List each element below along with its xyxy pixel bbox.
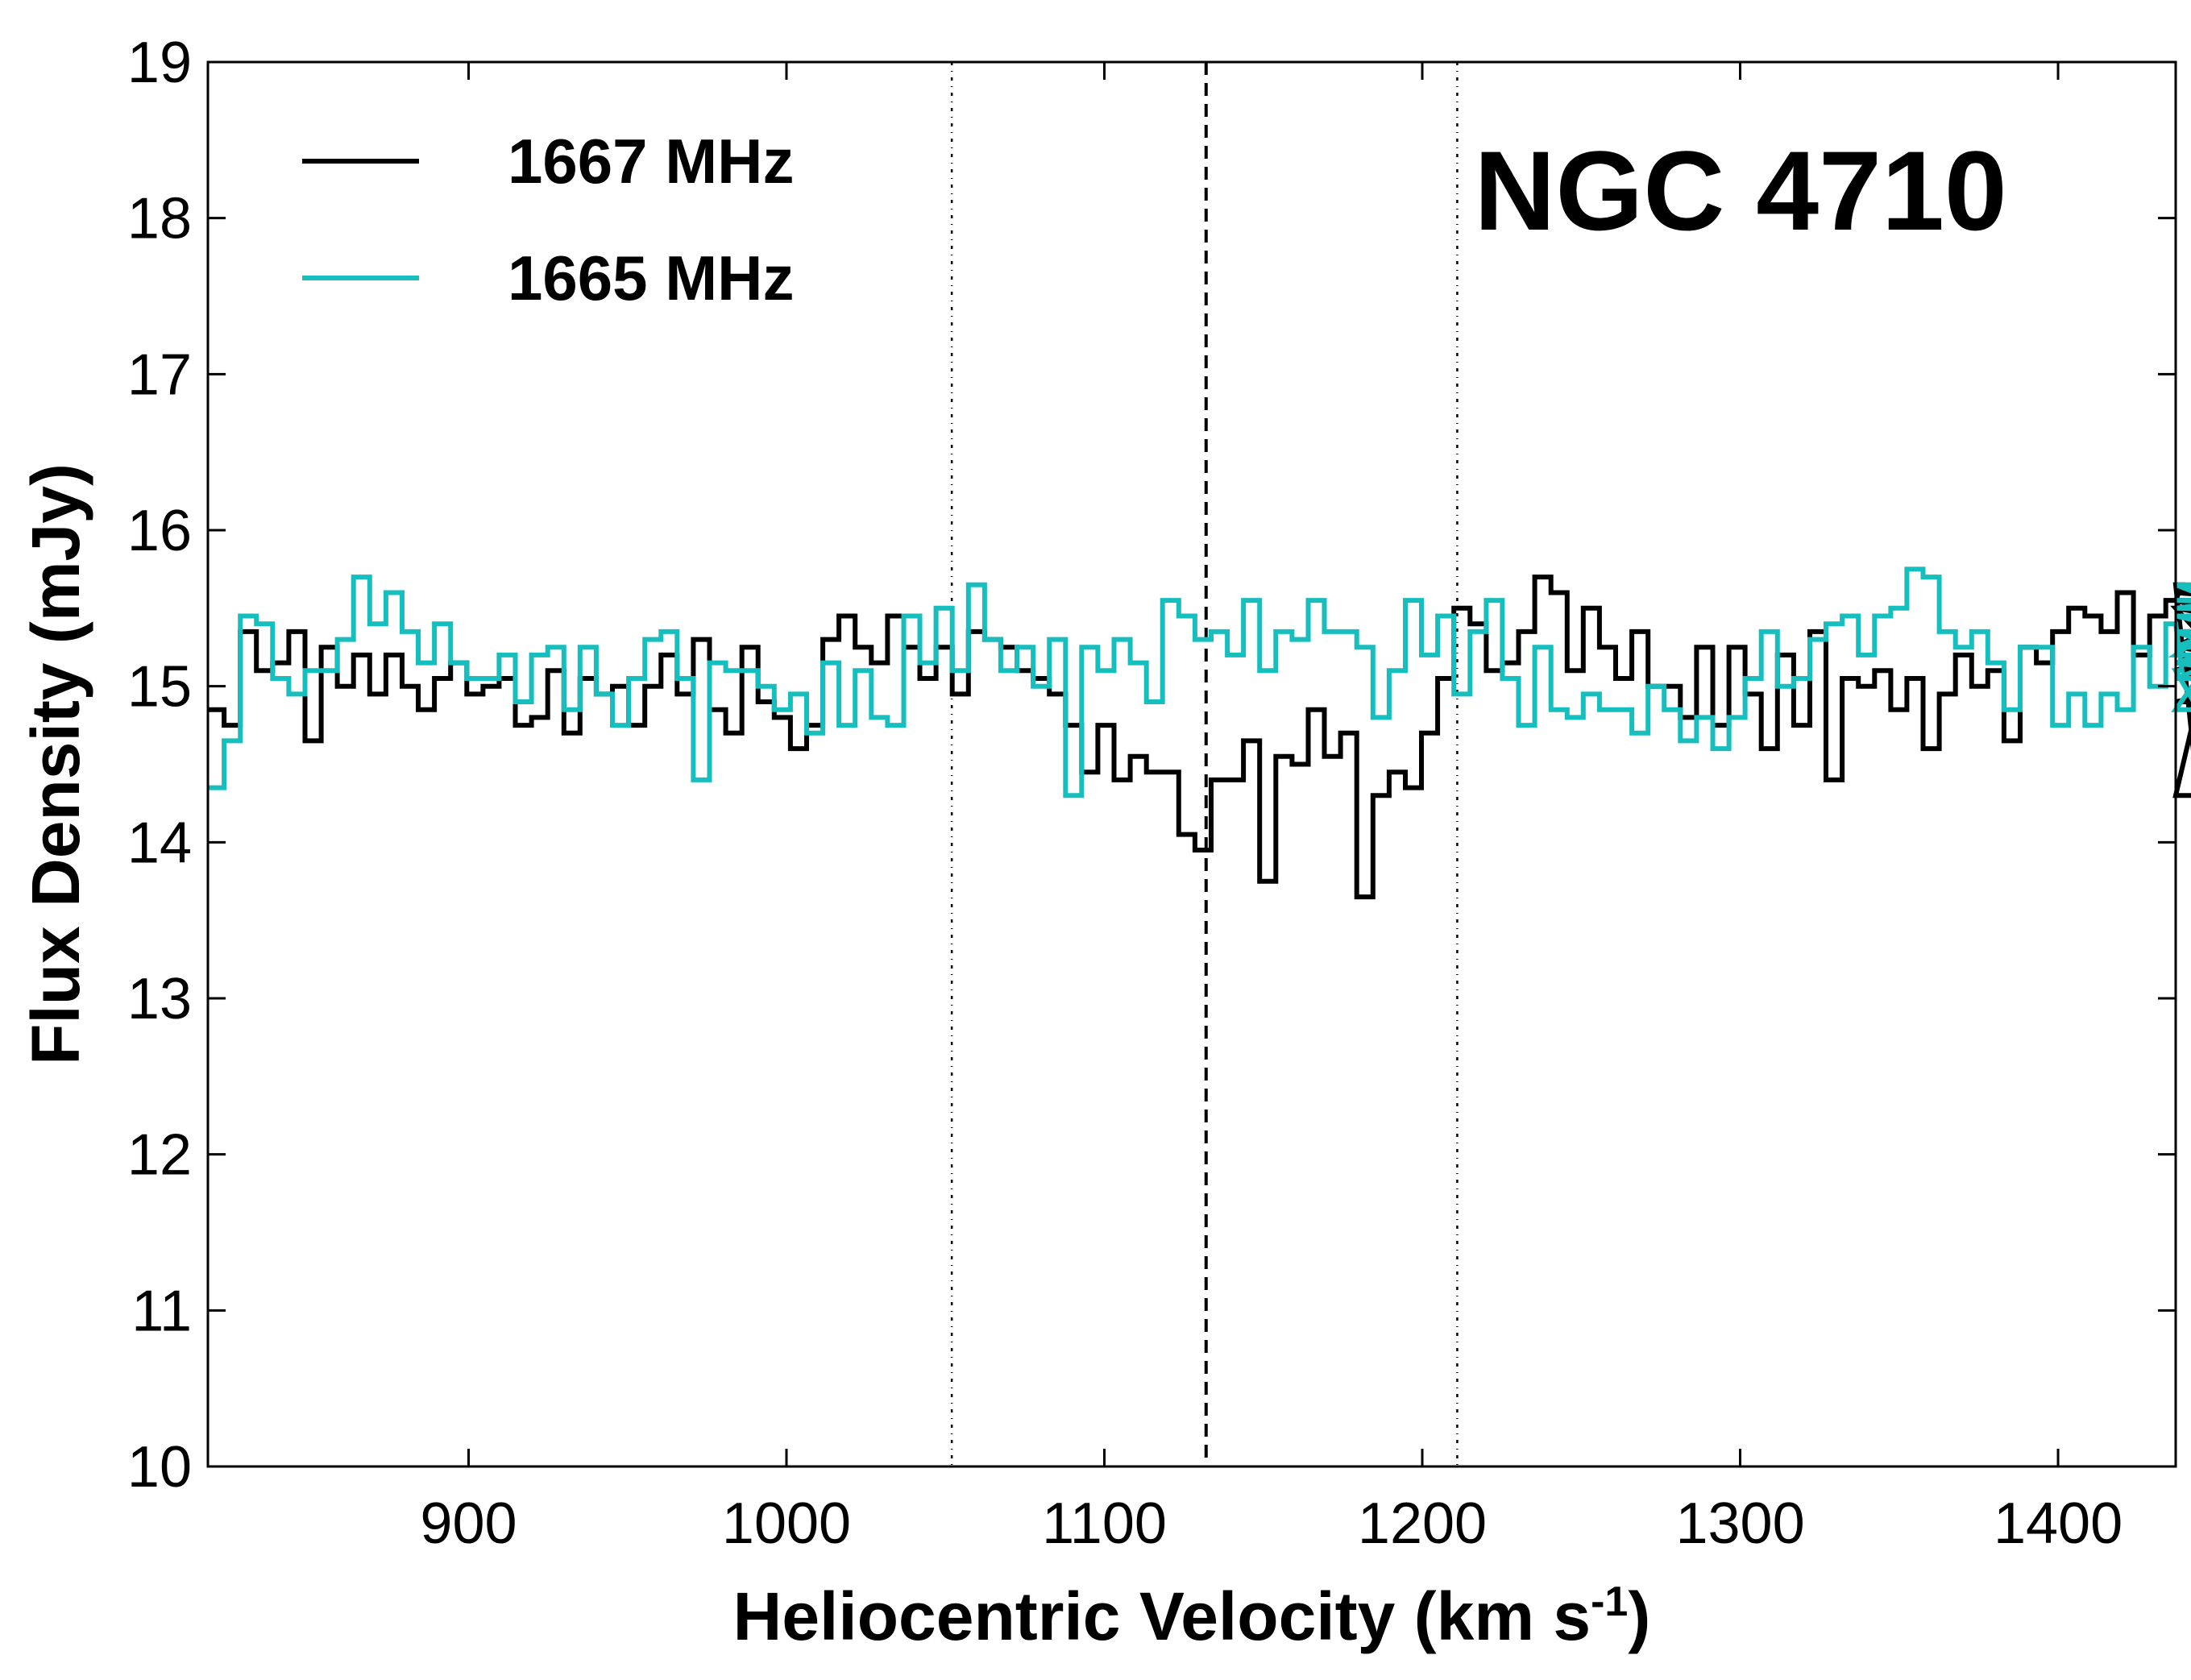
y-tick-label: 10 [127, 1435, 192, 1500]
galaxy-name-annotation: NGC 4710 [1474, 127, 2006, 254]
plot-frame [206, 60, 2177, 1468]
y-tick-label: 18 [127, 187, 192, 251]
series-line-1667-mhz [208, 575, 2191, 900]
x-tick-label: 1200 [1358, 1491, 1487, 1556]
x-tick-label: 1400 [1994, 1491, 2123, 1556]
x-tick-label: 900 [420, 1491, 517, 1556]
x-tick-label: 1100 [1042, 1491, 1167, 1556]
x-tick-label: 1300 [1675, 1491, 1804, 1556]
x-axis-title-superscript: -1 [1591, 1578, 1628, 1625]
y-tick-label: 11 [131, 1279, 192, 1343]
y-tick-label: 14 [127, 811, 192, 875]
x-axis-title-text: Heliocentric Velocity (km s [733, 1578, 1591, 1654]
legend: 1667 MHz 1665 MHz [302, 126, 795, 313]
y-tick-label: 13 [127, 967, 192, 1031]
legend-label: 1665 MHz [508, 243, 795, 313]
y-axis-title: Flux Density (mJy) [18, 463, 93, 1065]
y-tick-label: 15 [127, 655, 192, 720]
velocity-markers [950, 62, 1459, 1466]
y-tick-label: 19 [127, 31, 192, 95]
x-axis-title: Heliocentric Velocity (km s-1) [733, 1578, 1651, 1654]
series-layer [208, 566, 2191, 900]
series-line-1665-mhz [208, 566, 2191, 799]
y-tick-label: 12 [127, 1123, 192, 1188]
y-tick-label: 17 [127, 342, 192, 407]
x-axis-title-close: ) [1628, 1578, 1650, 1654]
axis-ticks: 900 1000 1100 1200 1300 1400 10 11 12 13 14 15 16 17 1… [127, 31, 2176, 1556]
legend-label: 1667 MHz [508, 126, 795, 197]
x-tick-label: 1000 [722, 1491, 851, 1556]
y-tick-label: 16 [127, 499, 192, 563]
